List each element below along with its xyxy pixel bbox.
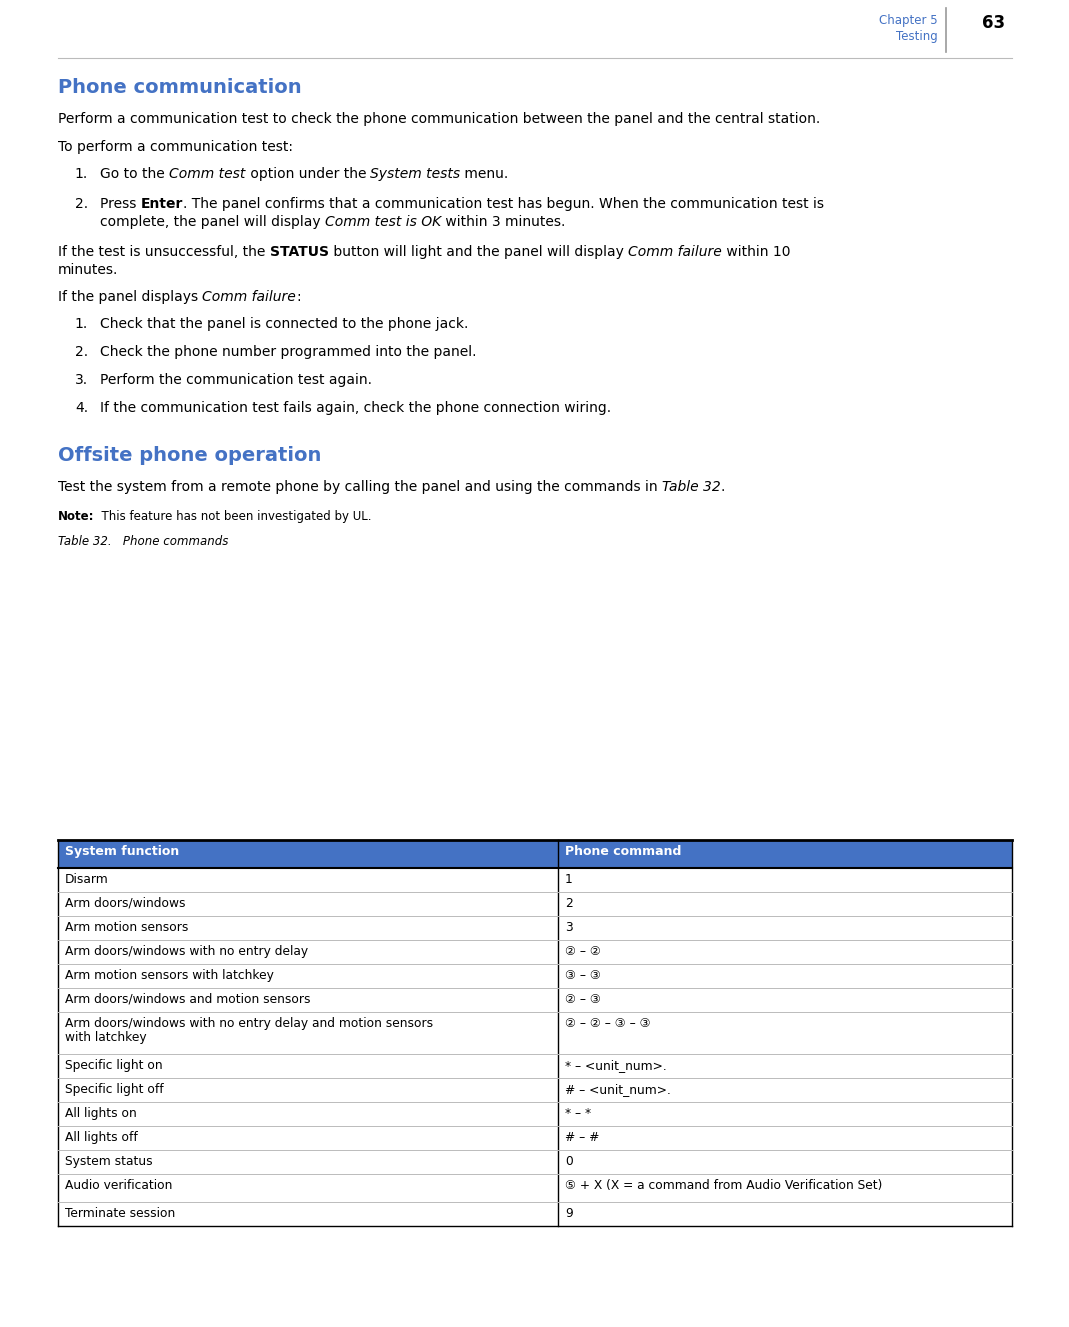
Text: Comm failure: Comm failure — [202, 291, 296, 304]
Text: Phone communication: Phone communication — [58, 78, 301, 97]
FancyBboxPatch shape — [58, 868, 1012, 892]
Text: Arm doors/windows with no entry delay and motion sensors: Arm doors/windows with no entry delay an… — [65, 1016, 433, 1030]
Text: .: . — [721, 480, 725, 494]
Text: :: : — [296, 291, 300, 304]
Text: 63: 63 — [981, 15, 1005, 32]
Text: 1.: 1. — [75, 167, 88, 180]
Text: Specific light on: Specific light on — [65, 1059, 162, 1072]
Text: 4.: 4. — [75, 401, 88, 415]
Text: If the test is unsuccessful, the: If the test is unsuccessful, the — [58, 245, 269, 259]
Text: Comm failure: Comm failure — [628, 245, 722, 259]
FancyBboxPatch shape — [58, 1151, 1012, 1174]
FancyBboxPatch shape — [58, 916, 1012, 940]
Text: System status: System status — [65, 1154, 153, 1168]
Text: Comm test is OK: Comm test is OK — [325, 215, 441, 230]
Text: ② – ③: ② – ③ — [566, 993, 601, 1006]
Text: Perform the communication test again.: Perform the communication test again. — [100, 373, 372, 387]
FancyBboxPatch shape — [58, 1078, 1012, 1101]
Text: Go to the: Go to the — [100, 167, 169, 180]
Text: complete, the panel will display: complete, the panel will display — [100, 215, 325, 230]
Text: Note:: Note: — [58, 510, 94, 523]
Text: ③ – ③: ③ – ③ — [566, 969, 601, 982]
Text: minutes.: minutes. — [58, 263, 119, 277]
FancyBboxPatch shape — [58, 1101, 1012, 1127]
Text: ② – ② – ③ – ③: ② – ② – ③ – ③ — [566, 1016, 651, 1030]
FancyBboxPatch shape — [58, 940, 1012, 963]
Text: Test the system from a remote phone by calling the panel and using the commands : Test the system from a remote phone by c… — [58, 480, 662, 494]
Text: 3.: 3. — [75, 373, 88, 387]
Text: Arm motion sensors with latchkey: Arm motion sensors with latchkey — [65, 969, 274, 982]
Text: within 3 minutes.: within 3 minutes. — [441, 215, 566, 230]
FancyBboxPatch shape — [58, 989, 1012, 1013]
Text: System tests: System tests — [370, 167, 461, 180]
Text: If the communication test fails again, check the phone connection wiring.: If the communication test fails again, c… — [100, 401, 611, 415]
FancyBboxPatch shape — [58, 1202, 1012, 1226]
Text: 1: 1 — [566, 873, 573, 886]
Text: 1.: 1. — [75, 317, 88, 330]
Text: All lights on: All lights on — [65, 1107, 137, 1120]
Text: Audio verification: Audio verification — [65, 1178, 172, 1192]
Text: To perform a communication test:: To perform a communication test: — [58, 141, 293, 154]
Text: Perform a communication test to check the phone communication between the panel : Perform a communication test to check th… — [58, 111, 820, 126]
Text: Terminate session: Terminate session — [65, 1208, 175, 1220]
FancyBboxPatch shape — [58, 963, 1012, 989]
Text: 3: 3 — [566, 921, 573, 934]
Text: Testing: Testing — [896, 31, 938, 42]
FancyBboxPatch shape — [58, 1174, 1012, 1202]
Text: Table 32.   Phone commands: Table 32. Phone commands — [58, 535, 229, 548]
FancyBboxPatch shape — [58, 892, 1012, 916]
Text: System function: System function — [65, 845, 180, 859]
Text: * – *: * – * — [566, 1107, 591, 1120]
Text: # – #: # – # — [566, 1131, 600, 1144]
Text: 2: 2 — [566, 897, 573, 910]
Text: Press: Press — [100, 196, 141, 211]
Text: ⑤ + X (X = a command from Audio Verification Set): ⑤ + X (X = a command from Audio Verifica… — [566, 1178, 882, 1192]
Text: All lights off: All lights off — [65, 1131, 138, 1144]
Text: Arm motion sensors: Arm motion sensors — [65, 921, 188, 934]
Text: . The panel confirms that a communication test has begun. When the communication: . The panel confirms that a communicatio… — [183, 196, 824, 211]
Text: STATUS: STATUS — [269, 245, 329, 259]
Text: If the panel displays: If the panel displays — [58, 291, 202, 304]
FancyBboxPatch shape — [58, 1013, 1012, 1054]
Text: Table 32: Table 32 — [662, 480, 721, 494]
Text: Chapter 5: Chapter 5 — [880, 15, 938, 27]
Text: button will light and the panel will display: button will light and the panel will dis… — [329, 245, 628, 259]
Text: menu.: menu. — [461, 167, 509, 180]
FancyBboxPatch shape — [58, 1127, 1012, 1151]
Text: Check that the panel is connected to the phone jack.: Check that the panel is connected to the… — [100, 317, 468, 330]
Text: Arm doors/windows and motion sensors: Arm doors/windows and motion sensors — [65, 993, 310, 1006]
Text: This feature has not been investigated by UL.: This feature has not been investigated b… — [94, 510, 372, 523]
FancyBboxPatch shape — [58, 840, 1012, 868]
Text: Offsite phone operation: Offsite phone operation — [58, 446, 322, 464]
Text: with latchkey: with latchkey — [65, 1031, 146, 1044]
Text: option under the: option under the — [246, 167, 370, 180]
Text: Arm doors/windows with no entry delay: Arm doors/windows with no entry delay — [65, 945, 308, 958]
Text: * – <unit_num>.: * – <unit_num>. — [566, 1059, 667, 1072]
Text: Arm doors/windows: Arm doors/windows — [65, 897, 186, 910]
Text: ② – ②: ② – ② — [566, 945, 601, 958]
Text: 2.: 2. — [75, 196, 88, 211]
Text: 0: 0 — [566, 1154, 573, 1168]
Text: 2.: 2. — [75, 345, 88, 360]
FancyBboxPatch shape — [58, 1054, 1012, 1078]
Text: Specific light off: Specific light off — [65, 1083, 164, 1096]
Text: Check the phone number programmed into the panel.: Check the phone number programmed into t… — [100, 345, 477, 360]
Text: Disarm: Disarm — [65, 873, 109, 886]
Text: within 10: within 10 — [722, 245, 790, 259]
Text: # – <unit_num>.: # – <unit_num>. — [566, 1083, 671, 1096]
Text: 9: 9 — [566, 1208, 573, 1220]
Text: Phone command: Phone command — [566, 845, 681, 859]
Text: Enter: Enter — [141, 196, 183, 211]
Text: Comm test: Comm test — [169, 167, 246, 180]
